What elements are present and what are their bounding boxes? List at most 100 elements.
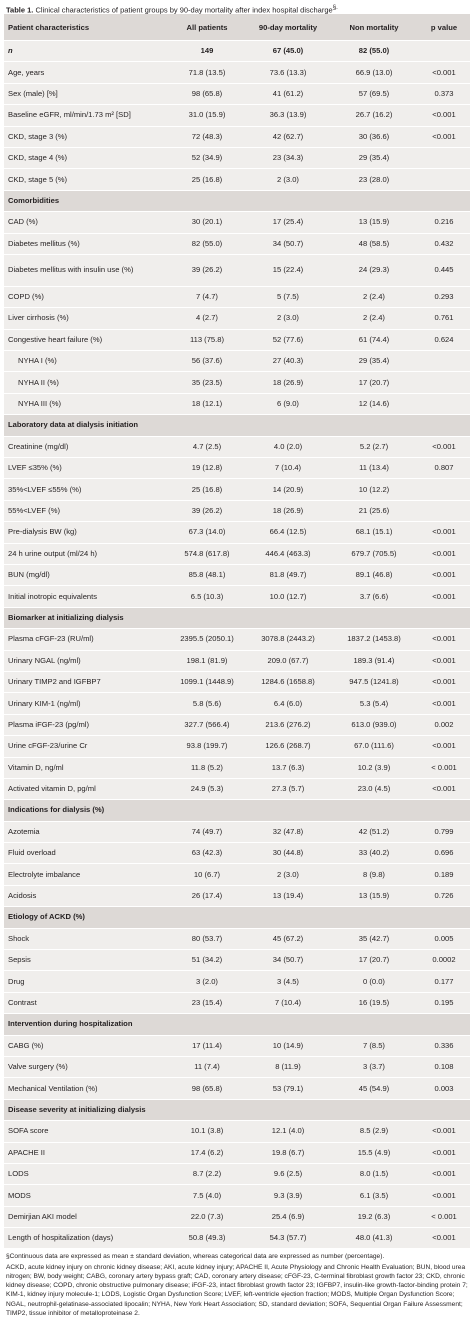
row-label: Fluid overload (4, 842, 168, 864)
table-row: 35%<LVEF ≤55% (%) 25 (16.8) 14 (20.9) 10 (1… (4, 478, 470, 501)
cell-all-patients: 24.9 (5.3) (168, 777, 246, 800)
cell-all-patients: 72 (48.3) (168, 125, 246, 148)
cell-non-mortality: 21 (25.6) (330, 499, 418, 522)
cell-non-mortality: 29 (35.4) (330, 146, 418, 169)
table-row: 55%<LVEF (%) 39 (26.2) 18 (26.9) 21 (25.6) (4, 499, 470, 522)
cell-mortality: 126.6 (268.7) (246, 735, 330, 757)
section-title: Disease severity at initializing dialysi… (4, 1098, 470, 1121)
cell-all-patients: 4 (2.7) (168, 307, 246, 330)
table-caption: Table 1. Clinical characteristics of pat… (0, 0, 474, 15)
cell-all-patients: 4.7 (2.5) (168, 435, 246, 458)
cell-p-value: 0.189 (418, 863, 470, 886)
row-label: 35%<LVEF ≤55% (%) (4, 478, 168, 501)
table-row: LODS 8.7 (2.2) 9.6 (2.5) 8.0 (1.5) <0.001 (4, 1162, 470, 1185)
cell-mortality: 7 (10.4) (246, 457, 330, 479)
section-header-row: Indications for dialysis (%) (4, 799, 470, 822)
cell-all-patients: 574.8 (617.8) (168, 542, 246, 565)
cell-all-patients: 113 (75.8) (168, 328, 246, 351)
cell-p-value: 0.696 (418, 842, 470, 864)
cell-mortality: 1284.6 (1658.8) (246, 670, 330, 693)
row-label: Urinary KIM-1 (ng/ml) (4, 692, 168, 715)
cell-non-mortality: 35 (42.7) (330, 927, 418, 950)
cell-p-value: 0.624 (418, 328, 470, 351)
row-label: Congestive heart failure (%) (4, 328, 168, 351)
row-label: Mechanical Ventilation (%) (4, 1077, 168, 1100)
row-label: Creatinine (mg/dl) (4, 435, 168, 458)
cell-mortality: 34 (50.7) (246, 232, 330, 255)
cell-mortality: 73.6 (13.3) (246, 61, 330, 84)
cell-non-mortality: 947.5 (1241.8) (330, 670, 418, 693)
row-label: Pre-dialysis BW (kg) (4, 521, 168, 544)
cell-all-patients: 25 (16.8) (168, 478, 246, 501)
table-row: Liver cirrhosis (%) 4 (2.7) 2 (3.0) 2 (2.4)… (4, 307, 470, 330)
cell-mortality: 45 (67.2) (246, 927, 330, 950)
row-label: MODS (4, 1184, 168, 1207)
cell-mortality: 10.0 (12.7) (246, 585, 330, 608)
cell-all-patients: 63 (42.3) (168, 842, 246, 864)
cell-non-mortality: 15.5 (4.9) (330, 1141, 418, 1164)
table-row: Plasma iFGF-23 (pg/ml) 327.7 (566.4) 213.6… (4, 713, 470, 736)
cell-non-mortality: 48 (58.5) (330, 232, 418, 255)
cell-all-patients: 11.8 (5.2) (168, 756, 246, 779)
cell-mortality: 14 (20.9) (246, 478, 330, 501)
row-label: Plasma cFGF-23 (RU/ml) (4, 628, 168, 651)
cell-p-value: <0.001 (418, 435, 470, 458)
cell-all-patients: 50.8 (49.3) (168, 1227, 246, 1249)
cell-non-mortality: 8.0 (1.5) (330, 1162, 418, 1185)
table-row: CKD, stage 4 (%) 52 (34.9) 23 (34.3) 29 (35… (4, 146, 470, 169)
cell-non-mortality: 12 (14.6) (330, 392, 418, 415)
cell-non-mortality: 29 (35.4) (330, 350, 418, 372)
cell-mortality: 19.8 (6.7) (246, 1141, 330, 1164)
footnote-abbreviations: ACKD, acute kidney injury on chronic kid… (6, 1263, 468, 1317)
cell-non-mortality: 6.1 (3.5) (330, 1184, 418, 1207)
table-row: NYHA II (%) 35 (23.5) 18 (26.9) 17 (20.7) (4, 371, 470, 394)
cell-all-patients: 23 (15.4) (168, 991, 246, 1014)
row-label: Age, years (4, 61, 168, 84)
cell-p-value: <0.001 (418, 1227, 470, 1249)
cell-non-mortality: 13 (15.9) (330, 884, 418, 907)
cell-p-value (418, 39, 470, 62)
cell-all-patients: 74 (49.7) (168, 820, 246, 843)
cell-p-value: <0.001 (418, 542, 470, 565)
cell-non-mortality: 57 (69.5) (330, 82, 418, 105)
cell-mortality: 67 (45.0) (246, 39, 330, 62)
cell-p-value (418, 392, 470, 415)
table-row: Azotemia 74 (49.7) 32 (47.8) 42 (51.2) 0.799 (4, 820, 470, 843)
cell-all-patients: 98 (65.8) (168, 82, 246, 105)
footnotes: §Continuous data are expressed as mean ±… (0, 1248, 474, 1317)
column-header-characteristics: Patient characteristics (4, 14, 168, 41)
row-label: APACHE II (4, 1141, 168, 1164)
table-caption-label: Table 1. (6, 5, 34, 15)
cell-p-value: 0.003 (418, 1077, 470, 1100)
cell-mortality: 81.8 (49.7) (246, 563, 330, 586)
cell-mortality: 209.0 (67.7) (246, 649, 330, 672)
section-title: Biomarker at initializing dialysis (4, 606, 470, 629)
cell-p-value: <0.001 (418, 61, 470, 84)
section-header-row: Laboratory data at dialysis initiation (4, 414, 470, 437)
cell-p-value (418, 478, 470, 501)
row-label: Vitamin D, ng/ml (4, 756, 168, 779)
table-row: Shock 80 (53.7) 45 (67.2) 35 (42.7) 0.005 (4, 927, 470, 950)
cell-mortality: 2 (3.0) (246, 863, 330, 886)
cell-p-value: <0.001 (418, 563, 470, 586)
cell-all-patients: 327.7 (566.4) (168, 713, 246, 736)
cell-all-patients: 31.0 (15.9) (168, 104, 246, 127)
cell-non-mortality: 2 (2.4) (330, 307, 418, 330)
cell-mortality: 23 (34.3) (246, 146, 330, 169)
sample-size-row: n 149 67 (45.0) 82 (55.0) (4, 39, 470, 62)
cell-non-mortality: 45 (54.9) (330, 1077, 418, 1100)
cell-mortality: 54.3 (57.7) (246, 1227, 330, 1249)
column-header-non-mortality: Non mortality (330, 14, 418, 41)
cell-all-patients: 3 (2.0) (168, 970, 246, 993)
cell-mortality: 3078.8 (2443.2) (246, 628, 330, 651)
cell-non-mortality: 13 (15.9) (330, 211, 418, 234)
table-row: Vitamin D, ng/ml 11.8 (5.2) 13.7 (6.3) 10.2… (4, 756, 470, 779)
table-row: Sepsis 51 (34.2) 34 (50.7) 17 (20.7) 0.0002 (4, 949, 470, 971)
cell-p-value (418, 499, 470, 522)
row-label: Sepsis (4, 949, 168, 971)
cell-all-patients: 10 (6.7) (168, 863, 246, 886)
table-row: Urinary NGAL (ng/ml) 198.1 (81.9) 209.0 (6… (4, 649, 470, 672)
cell-non-mortality: 26.7 (16.2) (330, 104, 418, 127)
table-row: Fluid overload 63 (42.3) 30 (44.8) 33 (40.2… (4, 842, 470, 864)
cell-mortality: 9.3 (3.9) (246, 1184, 330, 1207)
